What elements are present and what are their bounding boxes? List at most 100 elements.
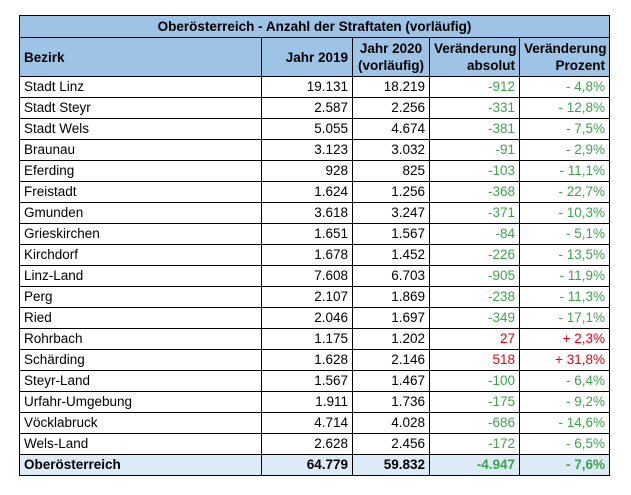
cell-veraenderung-prozent: + 2,3% <box>519 328 610 350</box>
cell-veraenderung-prozent: - 12,8% <box>519 97 610 119</box>
cell-jahr-2020: 1.567 <box>352 223 430 245</box>
table-title-row: Oberösterreich - Anzahl der Straftaten (… <box>19 15 610 38</box>
cell-jahr-2020: 3.032 <box>352 139 430 161</box>
cell-jahr-2019: 2.046 <box>261 307 353 329</box>
cell-veraenderung-absolut: -905 <box>429 265 520 287</box>
cell-bezirk: Stadt Steyr <box>19 97 262 119</box>
cell-bezirk: Eferding <box>19 160 262 182</box>
cell-veraenderung-absolut: 27 <box>429 328 520 350</box>
cell-jahr-2019: 2.587 <box>261 97 353 119</box>
table-body: Stadt Linz 19.131 18.219 -912- 4,8% Stadt St… <box>19 76 610 455</box>
cell-bezirk: Freistadt <box>19 181 262 203</box>
cell-bezirk: Perg <box>19 286 262 308</box>
cell-bezirk: Kirchdorf <box>19 244 262 266</box>
cell-veraenderung-prozent: - 11,9% <box>519 265 610 287</box>
cell-veraenderung-prozent: - 2,9% <box>519 139 610 161</box>
cell-bezirk: Braunau <box>19 139 262 161</box>
table-title: Oberösterreich - Anzahl der Straftaten (… <box>19 15 610 38</box>
cell-bezirk: Vöcklabruck <box>19 412 262 434</box>
cell-veraenderung-prozent: - 6,5% <box>519 433 610 455</box>
cell-veraenderung-absolut: -368 <box>429 181 520 203</box>
cell-jahr-2020: 2.146 <box>352 349 430 371</box>
table-row: Freistadt 1.624 1.256 -368- 22,7% <box>19 181 610 203</box>
cell-jahr-2020: 4.674 <box>352 118 430 140</box>
cell-veraenderung-prozent: - 11,3% <box>519 286 610 308</box>
cell-jahr-2020: 1.452 <box>352 244 430 266</box>
cell-veraenderung-prozent: - 5,1% <box>519 223 610 245</box>
cell-jahr-2019: 19.131 <box>261 76 353 98</box>
total-veraenderung-prozent: - 7,6% <box>519 454 610 476</box>
cell-jahr-2019: 3.618 <box>261 202 353 224</box>
table-row: Linz-Land 7.608 6.703 -905- 11,9% <box>19 265 610 287</box>
cell-jahr-2019: 1.624 <box>261 181 353 203</box>
cell-jahr-2020: 6.703 <box>352 265 430 287</box>
header-bezirk: Bezirk <box>19 37 262 77</box>
cell-veraenderung-absolut: -686 <box>429 412 520 434</box>
cell-veraenderung-prozent: - 4,8% <box>519 76 610 98</box>
cell-jahr-2020: 4.028 <box>352 412 430 434</box>
table-row: Grieskirchen 1.651 1.567 -84- 5,1% <box>19 223 610 245</box>
header-jahr-2020: Jahr 2020 (vorläufig) <box>352 37 430 77</box>
cell-veraenderung-prozent: - 6,4% <box>519 370 610 392</box>
cell-jahr-2019: 3.123 <box>261 139 353 161</box>
cell-jahr-2019: 1.678 <box>261 244 353 266</box>
cell-jahr-2019: 7.608 <box>261 265 353 287</box>
table-row: Schärding 1.628 2.146 518 + 31,8% <box>19 349 610 371</box>
cell-veraenderung-prozent: - 14,6% <box>519 412 610 434</box>
cell-jahr-2019: 1.175 <box>261 328 353 350</box>
total-row: Oberösterreich 64.779 59.832 -4.947 - 7,… <box>19 454 610 476</box>
cell-jahr-2020: 1.869 <box>352 286 430 308</box>
header-veraenderung-absolut: Veränderung absolut <box>429 37 520 77</box>
cell-veraenderung-absolut: 518 <box>429 349 520 371</box>
cell-jahr-2019: 5.055 <box>261 118 353 140</box>
cell-veraenderung-prozent: - 13,5% <box>519 244 610 266</box>
cell-veraenderung-prozent: - 11,1% <box>519 160 610 182</box>
cell-veraenderung-absolut: -91 <box>429 139 520 161</box>
table-row: Rohrbach 1.175 1.202 27 + 2,3% <box>19 328 610 350</box>
cell-jahr-2019: 1.651 <box>261 223 353 245</box>
cell-jahr-2019: 1.567 <box>261 370 353 392</box>
table-row: Stadt Steyr 2.587 2.256 -331- 12,8% <box>19 97 610 119</box>
table-row: Steyr-Land 1.567 1.467 -100- 6,4% <box>19 370 610 392</box>
cell-jahr-2020: 1.256 <box>352 181 430 203</box>
cell-veraenderung-absolut: -226 <box>429 244 520 266</box>
table-row: Gmunden 3.618 3.247 -371- 10,3% <box>19 202 610 224</box>
cell-jahr-2019: 2.628 <box>261 433 353 455</box>
cell-jahr-2020: 2.256 <box>352 97 430 119</box>
table-row: Vöcklabruck 4.714 4.028 -686- 14,6% <box>19 412 610 434</box>
cell-veraenderung-absolut: -912 <box>429 76 520 98</box>
cell-veraenderung-prozent: - 17,1% <box>519 307 610 329</box>
cell-jahr-2020: 1.697 <box>352 307 430 329</box>
cell-bezirk: Steyr-Land <box>19 370 262 392</box>
cell-veraenderung-prozent: - 7,5% <box>519 118 610 140</box>
cell-jahr-2020: 1.736 <box>352 391 430 413</box>
cell-bezirk: Wels-Land <box>19 433 262 455</box>
cell-bezirk: Linz-Land <box>19 265 262 287</box>
cell-veraenderung-absolut: -175 <box>429 391 520 413</box>
cell-bezirk: Grieskirchen <box>19 223 262 245</box>
cell-jahr-2020: 18.219 <box>352 76 430 98</box>
cell-veraenderung-prozent: - 22,7% <box>519 181 610 203</box>
cell-jahr-2020: 1.467 <box>352 370 430 392</box>
total-bezirk: Oberösterreich <box>19 454 262 476</box>
cell-bezirk: Stadt Linz <box>19 76 262 98</box>
cell-jahr-2019: 1.911 <box>261 391 353 413</box>
table-row: Kirchdorf 1.678 1.452 -226- 13,5% <box>19 244 610 266</box>
cell-bezirk: Gmunden <box>19 202 262 224</box>
table-row: Stadt Wels 5.055 4.674 -381- 7,5% <box>19 118 610 140</box>
table-row: Wels-Land 2.628 2.456 -172- 6,5% <box>19 433 610 455</box>
cell-bezirk: Rohrbach <box>19 328 262 350</box>
cell-veraenderung-absolut: -349 <box>429 307 520 329</box>
cell-jahr-2020: 2.456 <box>352 433 430 455</box>
cell-bezirk: Stadt Wels <box>19 118 262 140</box>
total-jahr-2020: 59.832 <box>352 454 430 476</box>
cell-veraenderung-absolut: -331 <box>429 97 520 119</box>
cell-bezirk: Schärding <box>19 349 262 371</box>
cell-veraenderung-prozent: - 10,3% <box>519 202 610 224</box>
cell-veraenderung-prozent: + 31,8% <box>519 349 610 371</box>
cell-veraenderung-absolut: -103 <box>429 160 520 182</box>
table-row: Stadt Linz 19.131 18.219 -912- 4,8% <box>19 76 610 98</box>
cell-bezirk: Ried <box>19 307 262 329</box>
header-veraenderung-prozent: Veränderung Prozent <box>519 37 610 77</box>
cell-veraenderung-absolut: -172 <box>429 433 520 455</box>
